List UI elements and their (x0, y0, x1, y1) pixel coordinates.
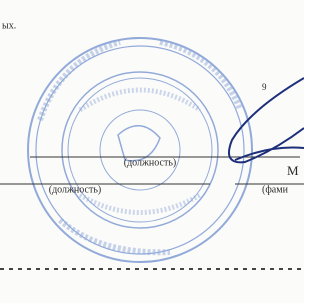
field-label: (фами (262, 184, 289, 195)
field-label: (должность) (124, 157, 177, 168)
header-fragment: ых. (2, 20, 16, 31)
scan: ых. (должность) (должность) (фами М 9 (0, 0, 304, 303)
document-page: ых. (должность) (должность) (фами М 9 (0, 0, 304, 303)
side-letter: М (287, 163, 299, 178)
field-label: (должность) (49, 184, 102, 195)
side-mark: 9 (262, 82, 267, 92)
stamp (28, 38, 252, 262)
